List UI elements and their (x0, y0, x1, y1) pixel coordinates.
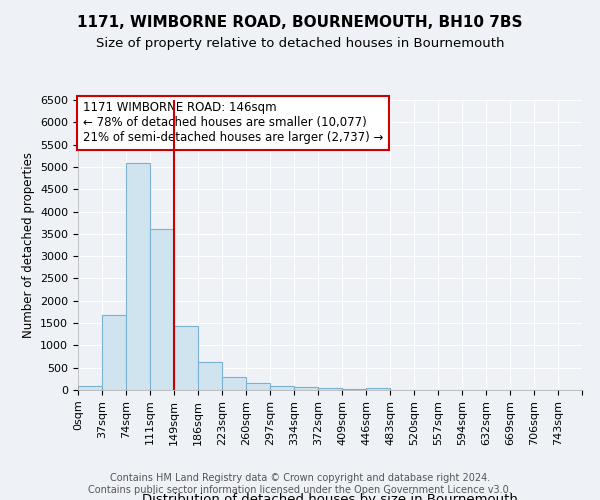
Bar (126, 164, 150, 390)
Text: 1171, WIMBORNE ROAD, BOURNEMOUTH, BH10 7BS: 1171, WIMBORNE ROAD, BOURNEMOUTH, BH10 7… (77, 15, 523, 30)
Text: Size of property relative to detached houses in Bournemouth: Size of property relative to detached ho… (96, 38, 504, 51)
Bar (270, 386, 294, 390)
Bar (174, 326, 198, 390)
Bar (246, 383, 270, 390)
Bar (366, 388, 390, 390)
Text: Contains HM Land Registry data © Crown copyright and database right 2024.
Contai: Contains HM Land Registry data © Crown c… (88, 474, 512, 495)
Bar (150, 230, 174, 390)
Bar (102, 316, 126, 390)
Bar (78, 386, 102, 390)
Bar (198, 362, 222, 390)
Bar (318, 388, 342, 390)
Bar (294, 388, 318, 390)
Text: 1171 WIMBORNE ROAD: 146sqm
← 78% of detached houses are smaller (10,077)
21% of : 1171 WIMBORNE ROAD: 146sqm ← 78% of deta… (83, 102, 383, 144)
Bar (222, 376, 246, 390)
X-axis label: Distribution of detached houses by size in Bournemouth: Distribution of detached houses by size … (142, 494, 518, 500)
Y-axis label: Number of detached properties: Number of detached properties (22, 152, 35, 338)
Bar (342, 389, 366, 390)
